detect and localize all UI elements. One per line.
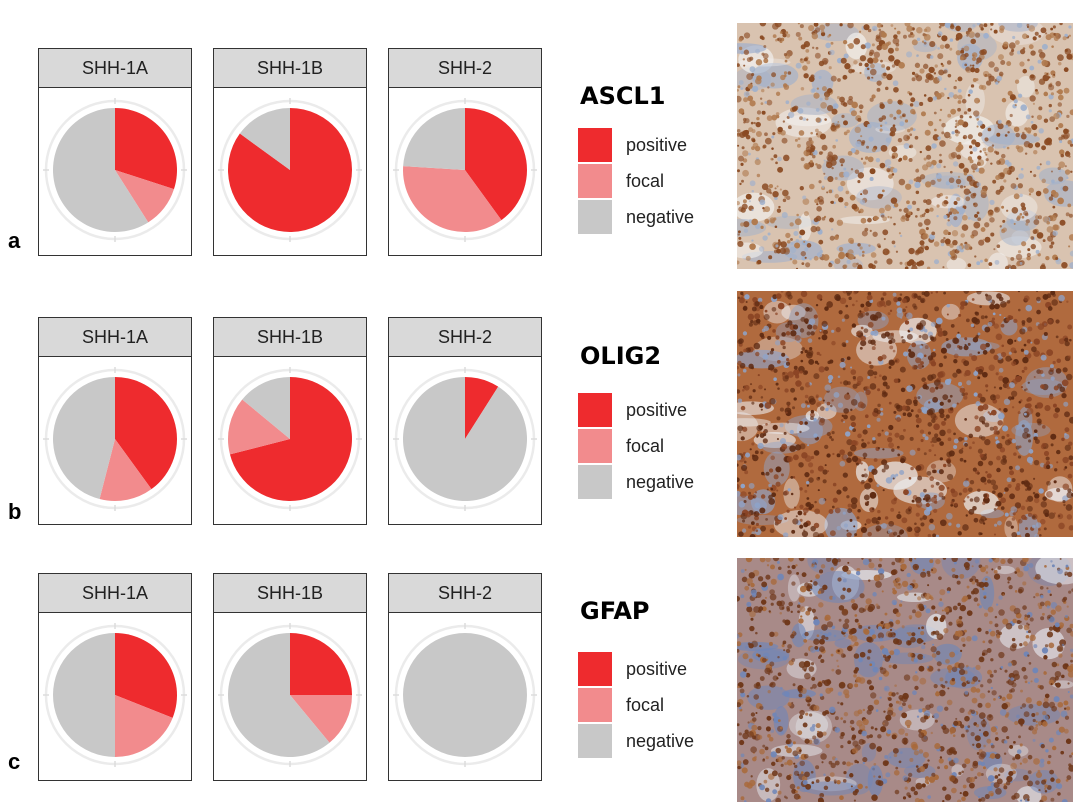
facet-title: SHH-1A <box>39 574 191 613</box>
legend-focal: focal <box>578 688 664 722</box>
legend-swatch <box>578 652 612 686</box>
legend-negative: negative <box>578 724 694 758</box>
micrograph-texture <box>737 291 1073 537</box>
facet-shh-1b: SHH-1B <box>213 48 367 256</box>
micrograph-gfap <box>737 558 1073 802</box>
facet-shh-2: SHH-2 <box>388 317 542 525</box>
legend-positive: positive <box>578 128 687 162</box>
panel-row-b: b SHH-1A SHH-1B SHH-2 OLIG2 positive foc… <box>0 270 1080 540</box>
panel-row-c: c SHH-1A SHH-1B SHH-2 GFAP positive foca… <box>0 540 1080 810</box>
pie-slice-focal <box>99 439 152 501</box>
pie-slice-positive <box>229 377 352 501</box>
pie-slice-positive <box>115 377 178 490</box>
legend-negative: negative <box>578 465 694 499</box>
pie-chart <box>393 623 537 767</box>
micrograph-texture <box>737 558 1073 802</box>
facet-shh-2: SHH-2 <box>388 48 542 256</box>
facet-title: SHH-2 <box>389 318 541 357</box>
pie-chart <box>393 367 537 511</box>
pie-slice-negative <box>239 108 290 170</box>
legend-swatch <box>578 724 612 758</box>
pie-slice-negative <box>53 377 115 500</box>
pie-chart <box>393 98 537 242</box>
row-label: a <box>8 228 21 253</box>
legend-focal: focal <box>578 429 664 463</box>
pie-slice-positive <box>465 377 499 439</box>
pie-chart <box>43 623 187 767</box>
facet-shh-1a: SHH-1A <box>38 317 192 525</box>
pie-slice-focal <box>290 695 352 743</box>
legend-swatch <box>578 393 612 427</box>
legend-swatch <box>578 465 612 499</box>
pie-slice-focal <box>403 166 502 233</box>
legend-label: positive <box>626 134 688 155</box>
facet-title: SHH-1B <box>214 318 366 357</box>
pie-slice-focal <box>228 399 290 455</box>
legend-label: focal <box>626 694 665 715</box>
panel-row-a: a SHH-1A SHH-1B SHH-2 ASCL1 positive foc… <box>0 0 1080 270</box>
facet-title: SHH-2 <box>389 49 541 88</box>
micrograph-texture <box>737 23 1073 269</box>
marker-title-olig2: OLIG2 <box>580 342 662 370</box>
legend-label: positive <box>626 399 688 420</box>
facet-title: SHH-1A <box>39 318 191 357</box>
marker-title-ascl1: ASCL1 <box>580 82 666 110</box>
legend-label: focal <box>626 170 665 191</box>
legend-positive: positive <box>578 393 687 427</box>
pie-slice-focal <box>115 170 174 223</box>
pie-slice-positive <box>465 108 527 221</box>
facet-title: SHH-1B <box>214 49 366 88</box>
legend-positive: positive <box>578 652 687 686</box>
facet-shh-1a: SHH-1A <box>38 48 192 256</box>
micrograph-ascl1 <box>737 23 1073 269</box>
marker-title-gfap: GFAP <box>580 597 650 625</box>
pie-slice-negative <box>403 108 465 170</box>
pie-slice-negative <box>52 107 149 232</box>
legend-label: focal <box>626 435 665 456</box>
micrograph-olig2 <box>737 291 1073 537</box>
pie-slice-positive <box>115 633 177 718</box>
pie-slice-negative <box>403 377 527 501</box>
pie-chart <box>43 367 187 511</box>
facet-shh-1b: SHH-1B <box>213 573 367 781</box>
pie-slice-focal <box>115 695 173 757</box>
pie-slice-negative <box>53 633 115 757</box>
legend-swatch <box>578 429 612 463</box>
pie-slice-positive <box>115 108 177 190</box>
legend-negative: negative <box>578 200 694 234</box>
facet-title: SHH-1A <box>39 49 191 88</box>
pie-chart <box>43 98 187 242</box>
row-label: b <box>8 499 22 524</box>
facet-title: SHH-2 <box>389 574 541 613</box>
facet-shh-1a: SHH-1A <box>38 573 192 781</box>
legend-label: positive <box>626 658 688 679</box>
legend-swatch <box>578 200 612 234</box>
row-label: c <box>8 749 21 774</box>
legend-label: negative <box>626 206 695 227</box>
pie-slice-negative <box>403 633 527 757</box>
legend-focal: focal <box>578 164 664 198</box>
pie-chart <box>218 98 362 242</box>
legend-swatch <box>578 128 612 162</box>
facet-shh-2: SHH-2 <box>388 573 542 781</box>
legend-label: negative <box>626 471 695 492</box>
legend-label: negative <box>626 730 695 751</box>
pie-slice-negative <box>242 377 290 439</box>
facet-title: SHH-1B <box>214 574 366 613</box>
pie-chart <box>218 623 362 767</box>
legend-swatch <box>578 688 612 722</box>
legend-swatch <box>578 164 612 198</box>
facet-shh-1b: SHH-1B <box>213 317 367 525</box>
pie-chart <box>218 367 362 511</box>
pie-slice-negative <box>227 633 330 757</box>
pie-slice-positive <box>290 633 352 695</box>
